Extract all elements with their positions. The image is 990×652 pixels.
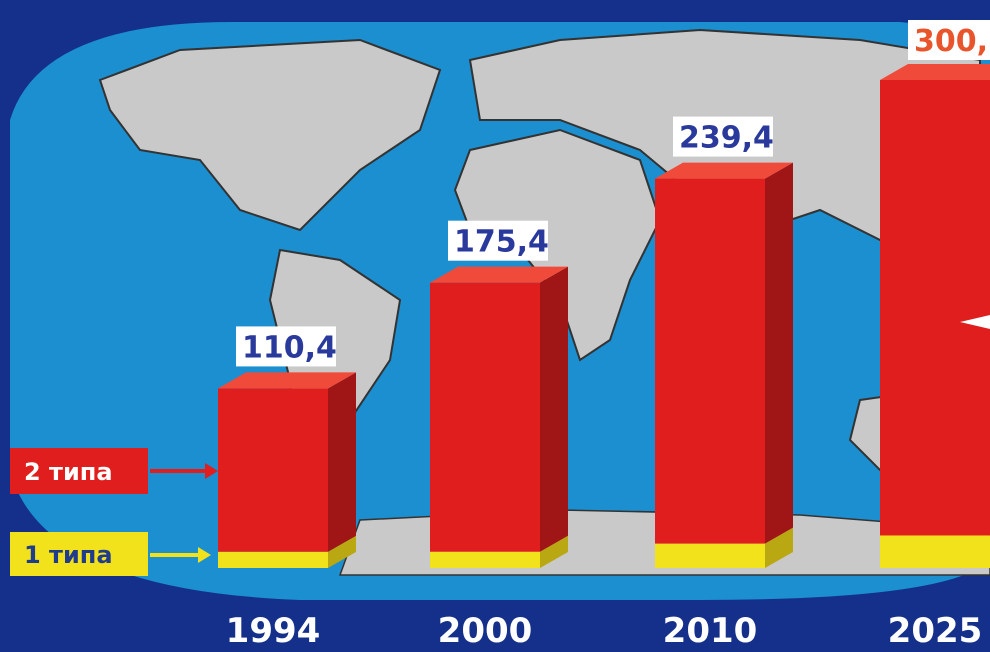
legend-item-type2: 2 типа: [10, 448, 218, 494]
bar-type1-2025: [880, 535, 990, 568]
x-tick-label-2025: 2025: [888, 611, 983, 651]
bar-group-2000: [430, 266, 568, 568]
bar-group-2010: [655, 162, 793, 568]
bar-type2-2025: [880, 80, 990, 536]
bar-type1-2000: [430, 551, 540, 568]
bar-type1-2010: [655, 543, 765, 568]
bars-layer: [218, 64, 990, 568]
bar-type2-1994: [218, 388, 328, 552]
bar-type2-2010: [655, 178, 765, 544]
legend-arrowhead-type2: [205, 463, 218, 479]
bar-type1-side-2000: [540, 535, 568, 568]
legend: 2 типа 1 типа: [10, 448, 218, 576]
pointer-arrow-2025: [960, 315, 990, 329]
x-tick-label-2000: 2000: [438, 611, 533, 651]
value-label-1994: 110,4: [242, 330, 337, 365]
bar-group-1994: [218, 372, 356, 568]
bar-type2-top-2010: [655, 162, 793, 179]
value-labels-layer: 110,4 175,4 239,4 300,: [236, 20, 990, 367]
bar-type2-side-2010: [765, 162, 793, 544]
value-label-2025: 300,: [914, 24, 988, 59]
x-tick-label-1994: 1994: [226, 611, 321, 651]
bar-type1-1994: [218, 551, 328, 568]
legend-arrowhead-type1: [198, 547, 211, 563]
legend-label-type2: 2 типа: [24, 458, 113, 486]
legend-label-type1: 1 типа: [24, 541, 113, 569]
legend-item-type1: 1 типа: [10, 532, 211, 576]
legend-swatch-type2: [10, 448, 148, 494]
bar-type2-2000: [430, 282, 540, 552]
bar-type2-top-2025: [880, 64, 990, 80]
legend-swatch-type1: [10, 532, 148, 576]
bar-group-2025: [880, 64, 990, 568]
value-label-2000: 175,4: [454, 225, 549, 260]
value-label-box-2025: [908, 20, 990, 60]
value-label-box-2000: [448, 220, 548, 261]
value-label-box-1994: [236, 326, 336, 367]
bar-type2-side-2000: [540, 266, 568, 552]
x-tick-label-2010: 2010: [663, 611, 758, 651]
value-label-2010: 239,4: [679, 121, 774, 156]
bar-type2-top-1994: [218, 372, 356, 389]
value-label-box-2010: [673, 116, 773, 157]
x-axis: 1994 2000 2010 2025: [226, 611, 983, 651]
bar-type1-side-2010: [765, 527, 793, 568]
bar-type1-side-1994: [328, 535, 356, 568]
bar-type2-top-2000: [430, 266, 568, 283]
bar-type2-side-1994: [328, 372, 356, 552]
